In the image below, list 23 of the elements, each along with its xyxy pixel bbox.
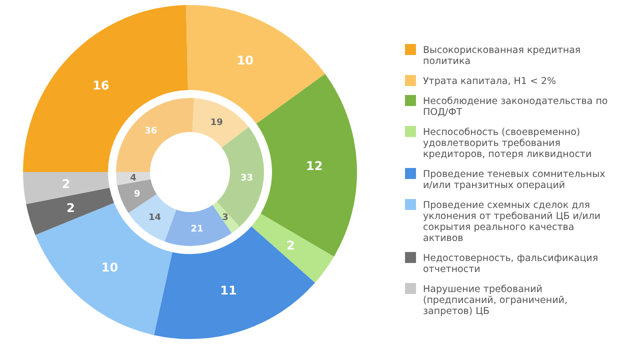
data-label: 16 bbox=[92, 78, 110, 92]
data-label: 9 bbox=[134, 190, 140, 200]
data-label: 2 bbox=[286, 238, 295, 252]
data-label: 33 bbox=[240, 173, 254, 184]
legend-label: Проведение теневых сомнительных и/или транзитных операций bbox=[423, 169, 606, 191]
legend-label: Недостоверность, фальсификация отчетности bbox=[423, 253, 598, 275]
data-label: 4 bbox=[130, 173, 136, 184]
data-label: 14 bbox=[148, 212, 162, 223]
data-label: 10 bbox=[236, 54, 254, 68]
data-label: 21 bbox=[190, 224, 204, 235]
legend-label: Проведение схемных сделок для уклонения от требований ЦБ и/или сокрытия реального качества активов bbox=[423, 200, 601, 244]
data-label: 11 bbox=[220, 284, 237, 298]
data-label: 19 bbox=[210, 118, 223, 128]
data-label: 3 bbox=[222, 212, 228, 223]
data-label: 2 bbox=[66, 200, 75, 215]
data-label: 12 bbox=[306, 159, 323, 174]
legend-label: Неспособность (своевременно) удовлетворить требования кредиторов, потеря ликвидности bbox=[423, 127, 592, 160]
legend-label: Несоблюдение законодательства по ПОД/ФТ bbox=[423, 96, 608, 118]
legend-label: Высокорискованная кредитная политика bbox=[423, 45, 581, 67]
legend-label: Утрата капитала, Н1 < 2% bbox=[423, 76, 556, 87]
data-label: 36 bbox=[144, 126, 158, 137]
legend-label: Нарушение требований (предписаний, ограничений, запретов) ЦБ bbox=[423, 284, 568, 317]
data-label: 10 bbox=[101, 260, 118, 274]
